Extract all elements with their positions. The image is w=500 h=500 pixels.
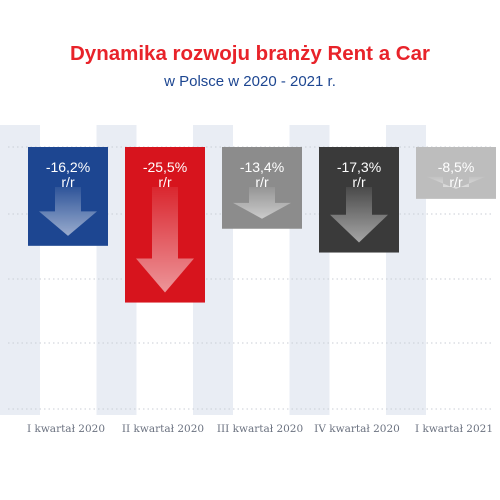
x-tick-label: III kwartał 2020 (217, 423, 303, 435)
x-tick-label: II kwartał 2020 (122, 423, 204, 435)
x-tick-label: I kwartał 2020 (27, 423, 105, 435)
x-tick-label: I kwartał 2021 (415, 423, 493, 435)
bar-group: -17,3%r/r (319, 147, 399, 253)
data-label: -16,2% (46, 159, 90, 175)
bar-group: -13,4%r/r (222, 147, 302, 229)
down-arrow-icon (39, 187, 97, 236)
x-tick-label: IV kwartał 2020 (314, 423, 400, 435)
bar-group: -16,2%r/r (28, 147, 108, 246)
data-label-unit: r/r (255, 174, 269, 190)
data-label: -13,4% (240, 159, 284, 175)
down-arrow-icon (330, 187, 388, 243)
data-label: -25,5% (143, 159, 187, 175)
bar-group: -8,5%r/r (416, 147, 496, 199)
down-arrow-icon (427, 176, 485, 189)
down-arrow-icon (136, 187, 194, 293)
data-label-unit: r/r (352, 174, 366, 190)
down-arrow-icon (233, 187, 291, 219)
bar-group: -25,5%r/r (125, 147, 205, 303)
bar (416, 147, 496, 199)
data-label-unit: r/r (61, 174, 75, 190)
data-label: -17,3% (337, 159, 381, 175)
data-label-unit: r/r (449, 174, 463, 190)
chart-title: Dynamika rozwoju branży Rent a Car (70, 42, 430, 65)
data-label-unit: r/r (158, 174, 172, 190)
chart-subtitle: w Polsce w 2020 - 2021 r. (164, 73, 336, 90)
data-label: -8,5% (438, 159, 475, 175)
